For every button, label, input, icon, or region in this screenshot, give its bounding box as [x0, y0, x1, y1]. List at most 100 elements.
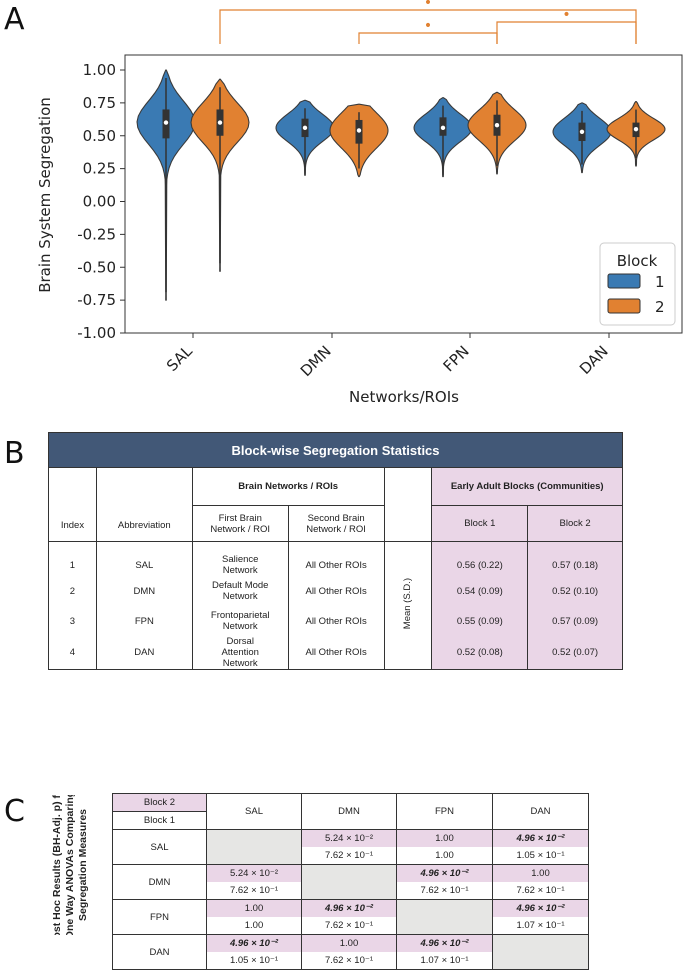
- col-header-dan: DAN: [492, 793, 589, 830]
- legend: Block 1 2: [599, 242, 676, 326]
- row-second-network: All Other ROIs: [287, 606, 385, 636]
- y-tick-label: -1.00: [77, 324, 116, 342]
- diagonal-cell: [396, 899, 493, 935]
- cell-block1: 1.00: [396, 847, 493, 865]
- significance-marker: •: [424, 18, 432, 34]
- x-tick-label-fpn: FPN: [440, 342, 473, 375]
- bracket-fpn-dan: [496, 21, 637, 44]
- x-axis-label: Networks/ROIs: [349, 388, 459, 406]
- table-row: DAN 4.96 × 10⁻² 1.00 4.96 × 10⁻²: [112, 934, 589, 970]
- violins-layer: [136, 69, 666, 301]
- legend-swatch-1: [607, 273, 641, 289]
- stat-label-cell: [383, 467, 433, 542]
- cell-block1: 7.62 × 10⁻¹: [492, 882, 589, 900]
- panel-letter-c: C: [4, 794, 25, 829]
- table-row: FPN 1.00 4.96 × 10⁻² 4.96 × 10⁻²: [112, 899, 589, 935]
- row-index: 1: [48, 541, 97, 576]
- cell-block2: 5.24 × 10⁻²: [206, 864, 302, 882]
- median-dot: [356, 128, 362, 133]
- table-row: 3 FPN Frontoparietal Network All Other ROIs…: [48, 606, 623, 636]
- row-b2: 0.52 (0.10): [527, 576, 623, 606]
- cell-block2: 4.96 × 10⁻²: [396, 864, 493, 882]
- y-tick-label: 0.75: [83, 94, 116, 112]
- cell-block1: 7.62 × 10⁻¹: [206, 882, 302, 900]
- median-dot: [163, 120, 169, 125]
- row-b2: 0.57 (0.09): [527, 606, 623, 636]
- table-b-body: 1 SAL Salience Network All Other ROIs Mean (…: [48, 541, 623, 670]
- cell-block2: 4.96 × 10⁻²: [492, 829, 589, 847]
- median-dot: [440, 125, 446, 131]
- row-b1: 0.52 (0.08): [431, 636, 529, 670]
- cell-block1: 1.00: [206, 917, 302, 935]
- row-first-network: Dorsal Attention Network: [191, 636, 289, 670]
- row-first-network: Default Mode Network: [191, 576, 289, 606]
- significance-marker: •: [424, 0, 432, 11]
- row-b1: 0.55 (0.09): [431, 606, 529, 636]
- table-c-body: SAL 5.24 × 10⁻² 1.00 4.96 × 10⁻² 7.62 × 10⁻¹…: [112, 829, 589, 970]
- median-dot: [494, 123, 500, 128]
- col-abbrev: Abbreviation: [95, 467, 193, 542]
- y-axis: 1.00 0.75 0.50 0.25 0.00 -0.25 -0.50 -0.75 -1.00: [77, 61, 125, 342]
- col-second: Second Brain Network / ROI: [287, 505, 385, 542]
- violin-chart: 1.00 0.75 0.50 0.25 0.00 -0.25 -0.50 -0.75 -1.00…: [36, 0, 683, 406]
- median-dot: [217, 120, 223, 125]
- legend-entry-1: 1: [655, 273, 665, 291]
- table-b-title: Block-wise Segregation Statistics: [48, 432, 623, 468]
- table-c-side-title: Post Hoc Results (BH-Adj. p) for One Way…: [51, 795, 89, 935]
- legend-swatch-2: [607, 298, 641, 314]
- row-header-dmn: DMN: [112, 864, 207, 900]
- col-header-dmn: DMN: [301, 793, 397, 830]
- table-row: DMN 5.24 × 10⁻² 4.96 × 10⁻² 1.00: [112, 864, 589, 900]
- row-second-network: All Other ROIs: [287, 636, 385, 670]
- stat-label: Mean (S.D.): [383, 541, 433, 670]
- x-tick-label-sal: SAL: [163, 342, 196, 375]
- cell-block2: 4.96 × 10⁻²: [396, 934, 493, 952]
- group-networks: Brain Networks / ROIs: [191, 467, 385, 506]
- corner-block2: Block 2: [112, 793, 207, 812]
- cell-block2: 1.00: [396, 829, 493, 847]
- y-tick-label: 0.50: [83, 127, 116, 145]
- row-abbrev: SAL: [95, 541, 193, 576]
- row-second-network: All Other ROIs: [287, 576, 385, 606]
- y-tick-label: 0.25: [83, 160, 116, 178]
- side-title-line1: Post Hoc Results (BH-Adj. p) for: [51, 795, 63, 935]
- legend-entry-2: 2: [655, 298, 665, 316]
- cell-block1: 1.05 × 10⁻¹: [492, 847, 589, 865]
- x-tick-label-dan: DAN: [576, 342, 612, 378]
- cell-block2: 4.96 × 10⁻²: [301, 899, 397, 917]
- y-tick-label: -0.50: [77, 258, 116, 276]
- row-first-network: Frontoparietal Network: [191, 606, 289, 636]
- x-tick-label-dmn: DMN: [297, 342, 335, 380]
- diagonal-cell: [301, 864, 397, 900]
- cell-block2: 4.96 × 10⁻²: [206, 934, 302, 952]
- col-header-sal: SAL: [206, 793, 302, 830]
- row-index: 4: [48, 636, 97, 670]
- panel-letter-a: A: [4, 2, 25, 37]
- segregation-stats-table: Block-wise Segregation Statistics Index …: [48, 432, 623, 670]
- row-abbrev: FPN: [95, 606, 193, 636]
- posthoc-table: Block 2 SAL DMN FPN DAN Block 1 SAL 5.24 …: [112, 793, 589, 970]
- table-row: 1 SAL Salience Network All Other ROIs Mean (…: [48, 541, 623, 670]
- y-tick-label: 0.00: [83, 193, 116, 211]
- col-block2: Block 2: [527, 505, 623, 542]
- table-row: 2 DMN Default Mode Network All Other ROIs 0.…: [48, 576, 623, 606]
- y-axis-label: Brain System Segregation: [36, 97, 54, 293]
- row-index: 2: [48, 576, 97, 606]
- table-row: SAL 5.24 × 10⁻² 1.00 4.96 × 10⁻²: [112, 829, 589, 865]
- col-header-fpn: FPN: [396, 793, 493, 830]
- cell-block1: 7.62 × 10⁻¹: [396, 882, 493, 900]
- cell-block1: 7.62 × 10⁻¹: [301, 952, 397, 970]
- row-first-network: Salience Network: [191, 541, 289, 576]
- cell-block1: 7.62 × 10⁻¹: [301, 847, 397, 865]
- legend-title: Block: [617, 252, 658, 270]
- row-b2: 0.52 (0.07): [527, 636, 623, 670]
- significance-brackets: • • •: [219, 0, 637, 44]
- cell-block2: 4.96 × 10⁻²: [492, 899, 589, 917]
- row-header-dan: DAN: [112, 934, 207, 970]
- row-b2: 0.57 (0.18): [527, 541, 623, 576]
- row-header-sal: SAL: [112, 829, 207, 865]
- cell-block1: 1.05 × 10⁻¹: [206, 952, 302, 970]
- cell-block2: 1.00: [301, 934, 397, 952]
- y-tick-label: -0.25: [77, 225, 116, 243]
- cell-block2: 5.24 × 10⁻²: [301, 829, 397, 847]
